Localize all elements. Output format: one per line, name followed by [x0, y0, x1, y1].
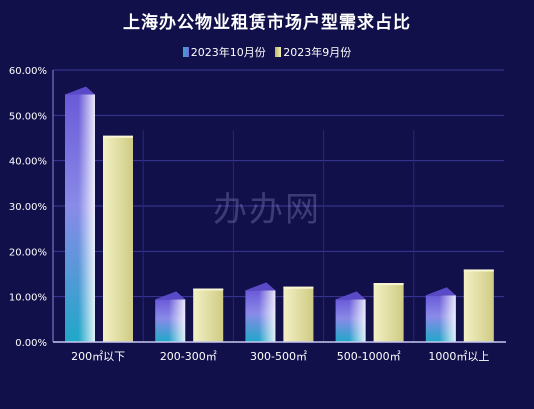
legend-swatch-sep — [275, 47, 282, 57]
y-tick-label: 20.00% — [9, 247, 47, 258]
bar-sep-3 — [373, 283, 404, 342]
y-tick-label: 10.00% — [9, 293, 47, 304]
legend: 2023年10月份 2023年9月份 — [0, 44, 534, 60]
bar-sep-cap-1 — [193, 288, 224, 291]
watermark-text: 办办网 — [213, 190, 321, 230]
axes: 0.00% 10.00% 20.00% 30.00% 40.00% 50.00% 60.00… — [9, 66, 506, 363]
legend-item-sep[interactable]: 2023年9月份 — [275, 44, 351, 60]
bar-oct-cap-3 — [335, 291, 366, 300]
bar-sep-2 — [283, 286, 314, 342]
x-tick-label: 300-500㎡ — [250, 350, 307, 363]
y-tick-label: 40.00% — [9, 157, 47, 168]
bar-sep-cap-4 — [463, 269, 494, 272]
bar-sep-cap-0 — [103, 135, 133, 138]
bar-oct-highlight-3 — [349, 299, 366, 342]
bar-oct-cap-4 — [425, 287, 456, 296]
bar-oct-cap-1 — [155, 291, 186, 300]
x-tick-label: 1000㎡以上 — [428, 350, 489, 363]
bar-sep-4 — [463, 269, 494, 342]
bar-sep-0 — [103, 135, 133, 342]
chart-title: 上海办公物业租赁市场户型需求占比 — [123, 13, 411, 33]
bar-oct-highlight-1 — [168, 299, 186, 342]
bar-oct-highlight-4 — [439, 295, 456, 342]
bar-sep-cap-2 — [283, 286, 314, 289]
bar-oct-cap-2 — [245, 282, 276, 291]
y-tick-label: 0.00% — [15, 338, 47, 349]
x-tick-label: 200-300㎡ — [160, 350, 217, 363]
y-tick-label: 60.00% — [9, 66, 47, 77]
legend-label-sep: 2023年9月份 — [283, 46, 352, 59]
x-tick-label: 200㎡以下 — [71, 350, 125, 363]
bar-sep-1 — [193, 288, 224, 342]
bar-sep-cap-3 — [373, 283, 404, 286]
legend-item-oct[interactable]: 2023年10月份 — [182, 44, 266, 60]
bar-oct-highlight-2 — [258, 290, 276, 342]
bar-oct-highlight-0 — [78, 94, 95, 342]
x-tick-label: 500-1000㎡ — [337, 350, 401, 363]
bars — [65, 86, 494, 342]
legend-swatch-oct — [182, 47, 189, 57]
legend-label-oct: 2023年10月份 — [190, 46, 266, 59]
y-tick-label: 30.00% — [9, 202, 47, 213]
bar-oct-cap-0 — [65, 86, 95, 95]
y-tick-label: 50.00% — [9, 111, 47, 122]
